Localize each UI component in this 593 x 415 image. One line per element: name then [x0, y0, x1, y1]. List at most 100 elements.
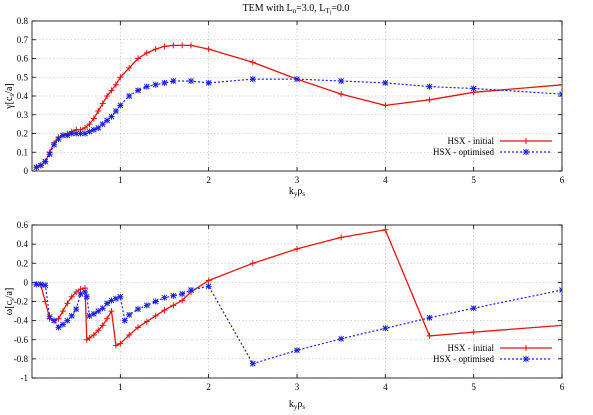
title-text-end: =0.0: [331, 3, 349, 14]
data-point-optimised: [37, 162, 44, 169]
data-point-optimised: [64, 317, 71, 324]
data-point-initial: [117, 74, 124, 81]
data-point-optimised: [117, 102, 124, 109]
frequency-panel: 1 2 3 4 5 6-1-0.8-0.6-0.4-0.200.20.40.6ω[cs/a…: [4, 220, 565, 411]
legend-entry-initial: HSX - initial: [448, 136, 552, 146]
data-point-initial: [135, 324, 141, 331]
y-axis-label-end: /a]: [4, 83, 15, 94]
star-marker: [82, 288, 88, 295]
star-marker: [161, 79, 168, 86]
data-point-optimised: [126, 311, 133, 318]
plus-marker: [126, 64, 133, 71]
data-point-initial: [64, 300, 71, 307]
data-point-initial: [99, 322, 106, 329]
plus-marker: [104, 315, 111, 322]
star-marker: [37, 162, 44, 169]
star-marker: [99, 305, 106, 312]
legend-label: HSX - initial: [448, 136, 495, 146]
y-tick-label: 0.8: [17, 16, 29, 26]
data-point-initial: [135, 55, 141, 62]
plus-marker: [99, 322, 106, 329]
data-point-optimised: [46, 151, 53, 158]
star-marker: [143, 83, 150, 90]
x-tick-label: 3: [295, 175, 300, 185]
data-point-initial: [152, 46, 159, 53]
plus-marker: [559, 81, 562, 88]
data-point-initial: [59, 308, 66, 315]
data-point-optimised: [82, 288, 88, 295]
data-point-optimised: [152, 298, 159, 305]
title-sub-t: T: [325, 7, 330, 15]
data-point-optimised: [55, 136, 62, 143]
star-marker: [470, 85, 477, 92]
legend-label: HSX - optimised: [433, 354, 495, 364]
data-point-optimised: [104, 300, 111, 307]
y-tick-label: 0.2: [17, 258, 28, 268]
legend-label: HSX - initial: [448, 343, 495, 353]
data-point-optimised: [338, 335, 345, 342]
data-point-optimised: [33, 164, 40, 171]
plus-marker: [161, 43, 168, 50]
plus-marker: [382, 226, 389, 233]
star-marker: [249, 76, 256, 83]
data-point-initial: [426, 332, 433, 339]
plus-marker: [338, 91, 345, 98]
x-axis-label-rho: ρ: [297, 399, 302, 410]
x-axis-label: kyρs: [289, 399, 306, 411]
data-point-optimised: [99, 121, 106, 128]
plus-marker: [179, 42, 186, 49]
star-marker: [37, 281, 44, 288]
plus-marker: [117, 340, 124, 347]
data-point-optimised: [90, 310, 97, 317]
y-tick-label: -1: [21, 373, 29, 383]
data-point-optimised: [426, 314, 433, 321]
data-point-optimised: [143, 302, 150, 309]
star-marker: [338, 335, 345, 342]
star-marker: [112, 295, 119, 302]
x-tick-label: 2: [206, 382, 211, 392]
data-point-initial: [82, 124, 88, 131]
legend-entry-initial: HSX - initial: [448, 343, 552, 353]
plus-marker: [86, 334, 93, 341]
data-point-initial: [99, 100, 106, 107]
data-point-initial: [90, 331, 97, 338]
star-marker: [117, 102, 124, 109]
x-tick-label: 5: [471, 382, 476, 392]
data-point-optimised: [82, 130, 88, 137]
title-text-main: TEM with L: [243, 3, 293, 14]
y-axis-label-sub: s: [8, 94, 16, 97]
plus-marker: [188, 42, 194, 49]
data-point-optimised: [382, 79, 389, 86]
x-axis-label-sub-y: y: [294, 190, 298, 198]
legend-marker: [523, 138, 529, 144]
plus-marker: [95, 108, 102, 114]
x-axis-label-rho: ρ: [297, 186, 302, 197]
y-tick-label: 0.1: [17, 147, 28, 157]
data-point-optimised: [470, 85, 477, 92]
data-point-initial: [86, 121, 93, 128]
plus-marker: [90, 331, 97, 338]
plus-marker: [249, 260, 256, 267]
plus-marker: [90, 115, 97, 122]
data-point-optimised: [121, 317, 128, 324]
data-point-initial: [104, 93, 111, 99]
y-tick-label: 0.3: [17, 110, 29, 120]
data-point-initial: [179, 297, 186, 304]
data-point-optimised: [68, 312, 75, 319]
data-point-initial: [188, 42, 194, 49]
title-sub-n: n: [293, 7, 297, 15]
data-point-initial: [205, 277, 212, 284]
y-tick-label: 0.4: [17, 239, 29, 249]
star-marker: [77, 130, 84, 137]
y-tick-label: 0.7: [17, 35, 29, 45]
legend-entry-optimised: HSX - optimised: [433, 354, 552, 364]
data-point-optimised: [77, 130, 84, 137]
data-point-optimised: [108, 297, 115, 304]
plus-marker: [99, 100, 106, 107]
data-point-initial: [152, 312, 159, 319]
data-point-optimised: [135, 87, 141, 94]
x-tick-label: 1: [118, 382, 123, 392]
x-tick-label: 6: [560, 175, 565, 185]
y-tick-label: 0: [24, 166, 29, 176]
star-marker: [205, 79, 212, 86]
